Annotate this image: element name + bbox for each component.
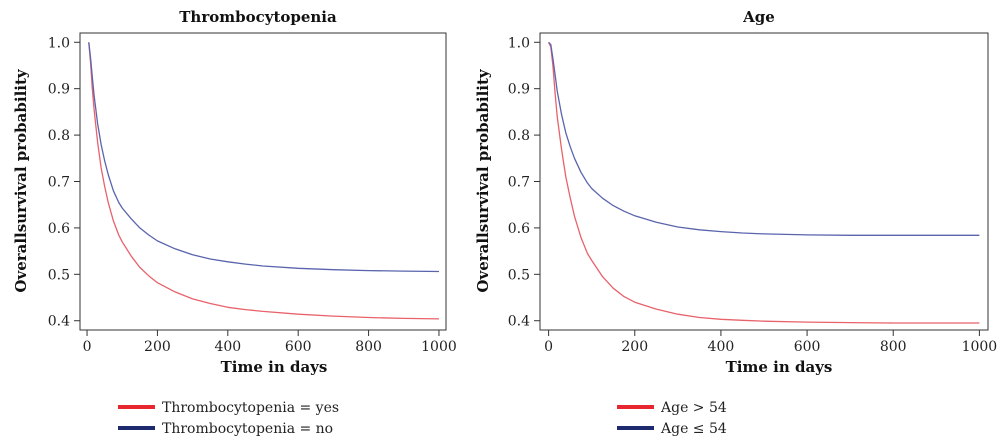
x-axis-title: Time in days <box>221 358 328 376</box>
legend-label-under54: Age ≤ 54 <box>660 421 727 437</box>
series-lines <box>548 41 980 324</box>
x-tick-label: 600 <box>794 339 821 355</box>
x-tick-label: 800 <box>880 339 907 355</box>
y-tick-label: 1.0 <box>48 35 70 51</box>
legend-thrombocytopenia: Thrombocytopenia = yes Thrombocytopenia … <box>118 400 339 437</box>
x-axis: 0 200 400 600 800 1000 <box>83 330 457 355</box>
y-axis: 0.4 0.5 0.6 0.7 0.8 0.9 1.0 <box>508 35 540 330</box>
series-lines <box>88 42 440 320</box>
y-tick-label: 0.5 <box>48 267 70 283</box>
x-tick-label: 200 <box>144 339 171 355</box>
chart-title: Thrombocytopenia <box>179 8 337 26</box>
y-tick-label: 0.4 <box>48 314 70 330</box>
x-tick-label: 800 <box>355 339 382 355</box>
y-tick-label: 0.6 <box>48 221 70 237</box>
x-tick-label: 400 <box>214 339 241 355</box>
x-axis-title: Time in days <box>726 358 833 376</box>
y-tick-label: 1.0 <box>508 35 530 51</box>
legend-age: Age > 54 Age ≤ 54 <box>617 400 727 437</box>
x-tick-label: 1000 <box>962 339 998 355</box>
y-tick-label: 0.6 <box>508 221 530 237</box>
x-tick-label: 400 <box>708 339 735 355</box>
legend-label-over54: Age > 54 <box>660 400 727 416</box>
y-axis: 0.4 0.5 0.6 0.7 0.8 0.9 1.0 <box>48 35 80 330</box>
chart-title: Age <box>742 8 775 26</box>
x-tick-label: 0 <box>544 339 553 355</box>
plot-frame <box>539 32 989 331</box>
series-line-red <box>88 42 440 320</box>
plot-frame <box>79 32 447 331</box>
x-tick-label: 0 <box>83 339 92 355</box>
y-axis-title: Overallsurvival probability <box>474 68 492 292</box>
y-tick-label: 0.9 <box>508 82 530 98</box>
y-tick-label: 0.9 <box>48 82 70 98</box>
series-line-blue <box>88 42 440 273</box>
legend-label-yes: Thrombocytopenia = yes <box>162 400 339 416</box>
y-tick-label: 0.8 <box>48 128 70 144</box>
y-tick-label: 0.7 <box>48 175 70 191</box>
legend-label-no: Thrombocytopenia = no <box>162 421 333 437</box>
y-tick-label: 0.5 <box>508 267 530 283</box>
x-tick-label: 200 <box>621 339 648 355</box>
x-axis: 0 200 400 600 800 1000 <box>544 330 997 355</box>
y-tick-label: 0.7 <box>508 175 530 191</box>
y-axis-title: Overallsurvival probability <box>12 68 30 292</box>
chart-age: Age 0 200 400 600 800 1000 0.4 0.5 0.6 0.7 0.8 0.9… <box>474 8 997 376</box>
series-line-red <box>548 42 980 324</box>
chart-thrombocytopenia: Thrombocytopenia 0 200 400 600 800 1000 0.40.… <box>12 8 457 376</box>
y-tick-label: 0.4 <box>508 314 530 330</box>
series-line-blue <box>548 41 980 236</box>
x-tick-label: 1000 <box>421 339 457 355</box>
y-tick-label: 0.8 <box>508 128 530 144</box>
x-tick-label: 600 <box>285 339 312 355</box>
